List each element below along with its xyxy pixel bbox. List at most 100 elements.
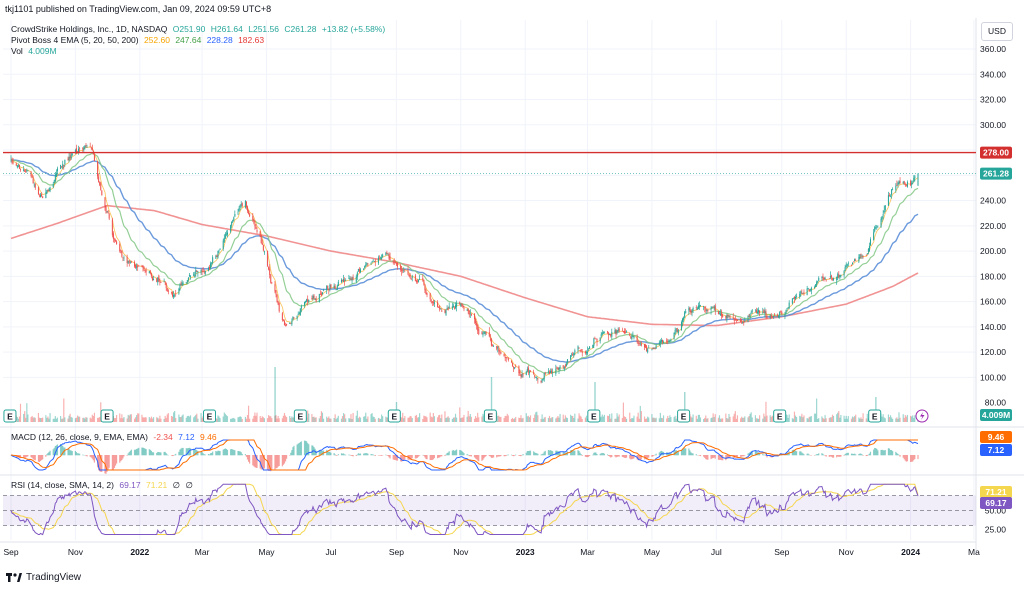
candle-body xyxy=(230,225,232,232)
volume-bar xyxy=(822,417,824,422)
volume-bar xyxy=(19,403,22,422)
earnings-icon[interactable] xyxy=(773,409,787,423)
macd-hist-bar xyxy=(518,455,520,456)
earnings-icon[interactable] xyxy=(3,409,17,423)
earnings-icon[interactable] xyxy=(387,409,401,423)
volume-bar xyxy=(659,412,661,422)
macd-hist-bar xyxy=(703,455,705,457)
macd-hist-bar xyxy=(646,455,648,460)
volume-bar xyxy=(385,416,387,422)
volume-bar xyxy=(75,417,78,422)
volume-bar xyxy=(577,418,579,422)
earnings-icon[interactable] xyxy=(587,409,601,423)
candle-body xyxy=(570,355,572,360)
earnings-icon[interactable] xyxy=(203,409,217,423)
volume-bar xyxy=(79,416,81,422)
candle-body xyxy=(668,340,670,343)
volume-bar xyxy=(476,417,478,422)
macd-hist-bar xyxy=(82,454,84,456)
macd-hist-bar xyxy=(441,455,443,457)
volume-bar xyxy=(93,412,96,422)
candle-body xyxy=(254,224,256,226)
candle-body xyxy=(90,147,92,148)
candle-body xyxy=(203,271,205,273)
candle-body xyxy=(211,263,213,264)
candle-body xyxy=(300,306,302,309)
candle-body xyxy=(637,342,639,345)
volume-bar xyxy=(787,417,789,422)
volume-bar xyxy=(130,414,132,422)
earnings-icon[interactable] xyxy=(100,409,114,423)
candle-body xyxy=(504,357,506,358)
candle-body xyxy=(710,307,712,310)
earnings-icon[interactable] xyxy=(293,409,307,423)
earnings-icon[interactable] xyxy=(483,409,497,423)
macd-hist-bar xyxy=(748,452,750,456)
volume-bar xyxy=(170,415,173,422)
volume-bar xyxy=(216,418,218,422)
volume-bar xyxy=(562,414,564,422)
candle-body xyxy=(821,276,823,278)
volume-bar xyxy=(675,418,677,422)
candle-body xyxy=(603,332,605,334)
candle-body xyxy=(170,292,173,294)
candle-body xyxy=(778,315,780,318)
candle-body xyxy=(498,348,500,352)
tradingview-footer[interactable]: TradingView xyxy=(6,572,81,583)
candle-body xyxy=(223,238,225,242)
rsi-value: 69.17 xyxy=(119,480,141,490)
candle-body xyxy=(618,328,620,332)
volume-bar xyxy=(601,414,603,422)
volume-bar xyxy=(667,415,669,422)
macd-hist-bar xyxy=(719,455,722,460)
candle-body xyxy=(459,302,461,305)
volume-bar xyxy=(733,413,735,422)
macd-hist-bar xyxy=(218,450,220,456)
macd-hist-bar xyxy=(158,452,160,456)
macd-hist-bar xyxy=(129,450,131,456)
candle-body xyxy=(193,274,195,276)
macd-hist-bar xyxy=(174,454,176,456)
macd-hist-bar xyxy=(853,453,855,456)
candle-body xyxy=(726,315,728,319)
volume-bar xyxy=(98,417,100,422)
candle-body xyxy=(869,239,872,246)
volume-bar xyxy=(115,415,118,422)
volume-bar xyxy=(312,417,314,422)
volume-bar xyxy=(188,416,191,422)
volume-bar xyxy=(415,414,418,422)
macd-hist-bar xyxy=(614,455,616,457)
currency-button[interactable]: USD xyxy=(981,22,1013,41)
candle-body xyxy=(439,306,441,310)
earnings-icon[interactable] xyxy=(677,409,691,423)
volume-bar xyxy=(697,414,699,422)
publisher-line: tkj1101 published on TradingView.com, Ja… xyxy=(5,4,272,14)
macd-hist-bar xyxy=(510,454,513,456)
candle-body xyxy=(705,308,707,311)
macd-hist-bar xyxy=(256,455,258,468)
candle-body xyxy=(374,260,376,263)
volume-bar xyxy=(274,415,276,422)
volume-bar xyxy=(232,418,234,422)
candle-body xyxy=(914,176,916,179)
macd-hist-bar xyxy=(69,450,71,456)
volume-bar xyxy=(61,418,63,422)
volume-bar xyxy=(240,416,242,422)
volume-bar xyxy=(860,417,862,422)
volume-bar xyxy=(498,415,500,422)
candle-body xyxy=(602,332,604,334)
candle-body xyxy=(145,270,147,272)
candle-body xyxy=(595,338,597,340)
macd-hist-bar xyxy=(705,455,707,460)
volume-bar xyxy=(16,417,18,422)
candle-body xyxy=(482,333,484,336)
candle-body xyxy=(830,275,832,278)
volume-bar xyxy=(74,418,76,422)
candle-body xyxy=(758,309,760,313)
candle-body xyxy=(418,279,420,282)
ema20-value: 247.64 xyxy=(175,35,202,45)
macd-hist-bar xyxy=(899,455,901,457)
macd-hist-bar xyxy=(185,448,187,456)
earnings-icon[interactable] xyxy=(868,409,882,423)
